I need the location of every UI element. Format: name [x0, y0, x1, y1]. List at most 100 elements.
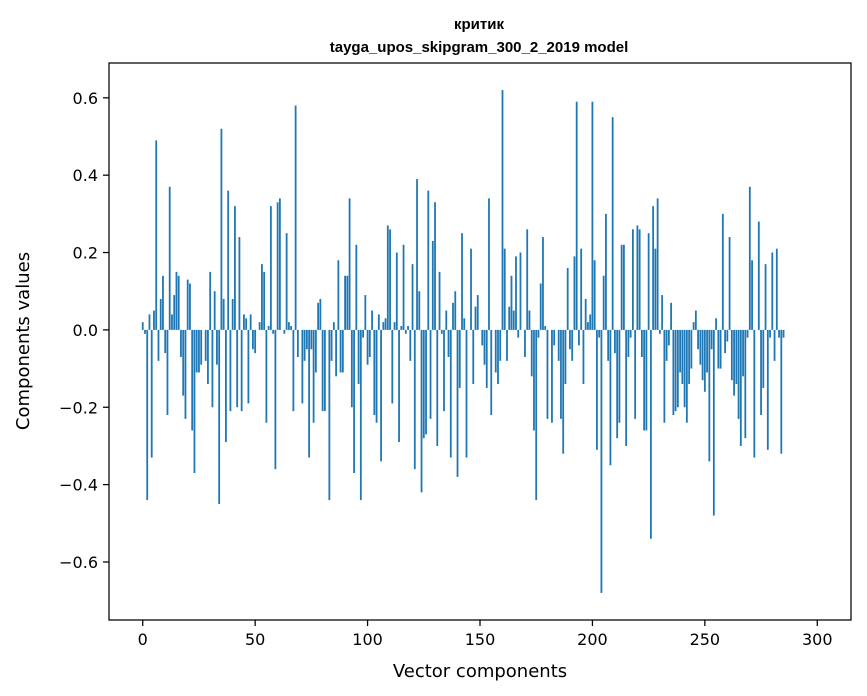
bar [771, 252, 774, 330]
bar [605, 213, 607, 330]
bar [368, 329, 371, 357]
bar [519, 252, 522, 330]
bar [661, 295, 664, 330]
bar [533, 329, 535, 431]
bar [362, 329, 364, 338]
bar [407, 326, 409, 330]
bar [542, 237, 544, 330]
bar [243, 314, 245, 330]
bar [573, 256, 576, 330]
bar [530, 329, 533, 377]
bar [189, 283, 191, 330]
x-tick-label: 100 [352, 630, 383, 649]
bar [193, 329, 196, 474]
bar [636, 225, 639, 330]
bar [425, 329, 427, 435]
bar [506, 329, 508, 361]
bar [353, 329, 355, 474]
bar [645, 329, 648, 431]
bar [546, 329, 549, 419]
bar [584, 298, 587, 330]
bar [679, 329, 682, 373]
y-tick-label: 0.0 [73, 321, 98, 340]
x-tick-label: 200 [577, 630, 608, 649]
bar [760, 329, 762, 415]
bar [692, 322, 695, 330]
bar [782, 329, 785, 338]
bar [775, 248, 778, 330]
bar [301, 329, 304, 404]
bar [184, 329, 187, 419]
bar [211, 329, 214, 408]
bar [283, 329, 286, 334]
bar [238, 237, 241, 330]
bar [634, 329, 637, 419]
bar [371, 310, 373, 330]
bar [553, 329, 556, 346]
bar [688, 329, 691, 385]
bar [614, 329, 616, 354]
bar [427, 190, 430, 330]
chart-title: критик [454, 16, 504, 33]
bar [499, 329, 502, 361]
bar [227, 190, 230, 330]
bar [528, 310, 531, 330]
bar [328, 329, 331, 501]
bar [411, 264, 414, 330]
bar [207, 329, 209, 385]
bar [357, 329, 360, 385]
bar [177, 275, 180, 330]
bar [607, 329, 610, 361]
bar [380, 329, 382, 462]
bar [739, 329, 742, 446]
bar [676, 329, 679, 408]
bar [398, 329, 400, 443]
bar [164, 329, 167, 354]
bar [234, 206, 236, 330]
bar [560, 329, 562, 419]
bar [269, 206, 272, 330]
bar [674, 329, 677, 412]
bar [564, 329, 567, 385]
bar [627, 329, 630, 357]
x-tick-label: 250 [690, 630, 721, 649]
bar [303, 329, 306, 361]
x-tick-label: 50 [245, 630, 265, 649]
bar [510, 275, 513, 330]
bar [267, 326, 270, 330]
bar [703, 329, 706, 392]
bar [209, 271, 212, 330]
bar [465, 329, 468, 458]
bar [305, 329, 308, 350]
bar [418, 291, 421, 330]
bar [670, 302, 673, 330]
bar [647, 233, 650, 330]
bar [685, 329, 688, 423]
bar [753, 329, 756, 458]
bar [562, 329, 565, 454]
bar [551, 329, 553, 423]
bar [159, 298, 162, 330]
bar [733, 329, 735, 396]
bar [461, 233, 463, 330]
bar [245, 318, 248, 330]
y-tick-label: 0.6 [73, 89, 98, 108]
bar [537, 329, 540, 338]
bar [742, 329, 744, 377]
bar [620, 244, 623, 330]
bar [278, 198, 281, 330]
plot-frame [108, 62, 852, 621]
bar [611, 117, 614, 330]
bar [252, 329, 254, 350]
bar [751, 260, 753, 330]
bar [141, 322, 144, 330]
bar [712, 329, 715, 516]
bar [274, 329, 277, 470]
bar [697, 329, 699, 350]
bar [276, 202, 279, 330]
bar [440, 329, 443, 334]
bar [524, 329, 526, 357]
bar [321, 329, 324, 412]
bar [625, 329, 628, 446]
bar [474, 306, 477, 330]
